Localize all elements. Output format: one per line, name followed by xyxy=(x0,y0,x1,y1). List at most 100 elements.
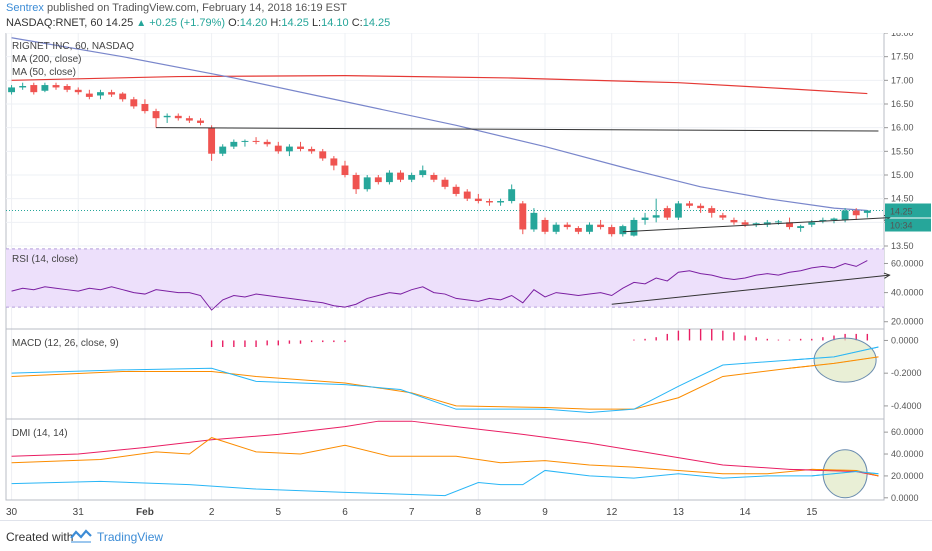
price-axis-label: 18.00 xyxy=(891,33,914,38)
ma200-legend: MA (200, close) xyxy=(12,54,81,65)
candle-body xyxy=(308,148,316,152)
tradingview-brand[interactable]: TradingView xyxy=(97,530,164,544)
candle-body xyxy=(730,219,738,223)
rsi-axis-label: 40.0000 xyxy=(891,288,924,298)
publisher-name[interactable]: Sentrex xyxy=(6,2,44,14)
macd-line xyxy=(11,346,879,413)
support-arrow xyxy=(622,217,890,233)
x-axis-label: 8 xyxy=(476,507,482,518)
adx-line xyxy=(11,420,879,477)
candle-body xyxy=(497,201,505,203)
price-pane-title: RIGNET INC, 60, NASDAQ xyxy=(12,41,134,52)
candle-body xyxy=(630,219,638,236)
dmi-axis-label: 0.0000 xyxy=(891,493,919,503)
up-arrow-icon: ▲ xyxy=(136,18,147,29)
candle-body xyxy=(208,127,216,154)
price-axis-label: 16.50 xyxy=(891,99,914,109)
arrowhead xyxy=(883,272,891,279)
candle-body xyxy=(174,115,182,119)
x-axis-label: Feb xyxy=(136,507,154,518)
candle-body xyxy=(419,170,427,175)
low-value: 14.10 xyxy=(321,17,349,29)
candle-body xyxy=(619,226,627,235)
open-label: O: xyxy=(228,17,240,29)
symbol: NASDAQ:RNET, 60 xyxy=(6,17,103,29)
x-axis-label: 2 xyxy=(209,507,215,518)
candle-body xyxy=(586,224,593,232)
rsi-band xyxy=(6,248,884,308)
candle-body xyxy=(30,85,38,93)
macd-axis-label: -0.2000 xyxy=(891,368,922,378)
close-label: C: xyxy=(351,17,363,29)
candle-body xyxy=(863,210,871,213)
close-value: 14.25 xyxy=(362,17,391,29)
last-price: 14.25 xyxy=(105,17,134,29)
footer: Created with TradingView xyxy=(0,520,932,551)
publish-info: Sentrex published on TradingView.com, Fe… xyxy=(6,2,347,14)
candle-body xyxy=(797,226,805,229)
ma50-legend: MA (50, close) xyxy=(12,67,76,78)
countdown-tag-label: 10:34 xyxy=(890,221,913,231)
candle-body xyxy=(219,146,227,154)
candle-body xyxy=(141,104,149,112)
x-axis-label: 30 xyxy=(6,507,18,518)
candle-body xyxy=(297,146,304,149)
candle-body xyxy=(263,141,271,145)
candle-body xyxy=(530,212,538,230)
macd-signal-overlay xyxy=(789,356,879,369)
ma200-line xyxy=(11,74,868,95)
candle-body xyxy=(719,215,727,218)
macd-axis-label: -0.4000 xyxy=(891,401,922,411)
rsi-line xyxy=(11,260,868,311)
candle-body xyxy=(697,205,705,209)
high-value: 14.25 xyxy=(281,17,309,29)
chart-canvas[interactable]: 18.00 17.50 17.00 16.50 16.00 15.50 15.00 14.50… xyxy=(0,33,932,520)
candle-body xyxy=(374,177,382,183)
candle-body xyxy=(230,141,238,147)
candle-body xyxy=(341,165,349,175)
resistance-line xyxy=(156,127,879,132)
ma50-line xyxy=(11,37,868,212)
candle-body xyxy=(563,224,571,228)
candle-body xyxy=(97,92,104,96)
candle-body xyxy=(508,189,516,202)
macd-axis-label: 0.0000 xyxy=(891,335,919,345)
candle-body xyxy=(197,120,204,123)
rsi-axis-label: 60.0000 xyxy=(891,258,924,268)
candle-body xyxy=(74,89,82,93)
candle-body xyxy=(352,175,360,190)
minus-di-line xyxy=(11,437,879,477)
candle-body xyxy=(63,86,71,90)
macd-highlight-ellipse xyxy=(813,337,877,383)
plus-di-line xyxy=(11,469,879,497)
x-axis-label: 9 xyxy=(542,507,548,518)
candle-body xyxy=(274,145,282,152)
candle-body xyxy=(452,186,460,194)
candle-body xyxy=(163,115,171,118)
published-text: published on TradingView.com, February 1… xyxy=(46,2,348,14)
chart-header: Sentrex published on TradingView.com, Fe… xyxy=(0,0,932,33)
candle-body xyxy=(19,86,27,88)
countdown-tag xyxy=(885,218,931,232)
rsi-pane-title: RSI (14, close) xyxy=(12,254,78,265)
plus-di-overlay xyxy=(811,471,879,477)
candle-body xyxy=(185,118,193,121)
price-axis-label: 14.50 xyxy=(891,194,914,204)
candle-body xyxy=(597,224,605,228)
price-axis-label: 13.50 xyxy=(891,241,914,251)
price-axis-label: 15.00 xyxy=(891,170,914,180)
candle-body xyxy=(330,158,338,166)
candle-body xyxy=(841,210,849,220)
price-axis-label: 15.50 xyxy=(891,146,914,156)
x-axis-label: 13 xyxy=(673,507,685,518)
candle-body xyxy=(397,172,404,180)
candle-body xyxy=(41,85,49,91)
candle-body xyxy=(152,111,160,119)
x-axis-label: 31 xyxy=(73,507,85,518)
x-axis-label: 6 xyxy=(342,507,348,518)
candle-body xyxy=(774,221,782,223)
x-axis-label: 5 xyxy=(276,507,282,518)
candle-body xyxy=(541,219,549,232)
low-label: L: xyxy=(311,17,322,29)
candle-body xyxy=(686,203,693,206)
